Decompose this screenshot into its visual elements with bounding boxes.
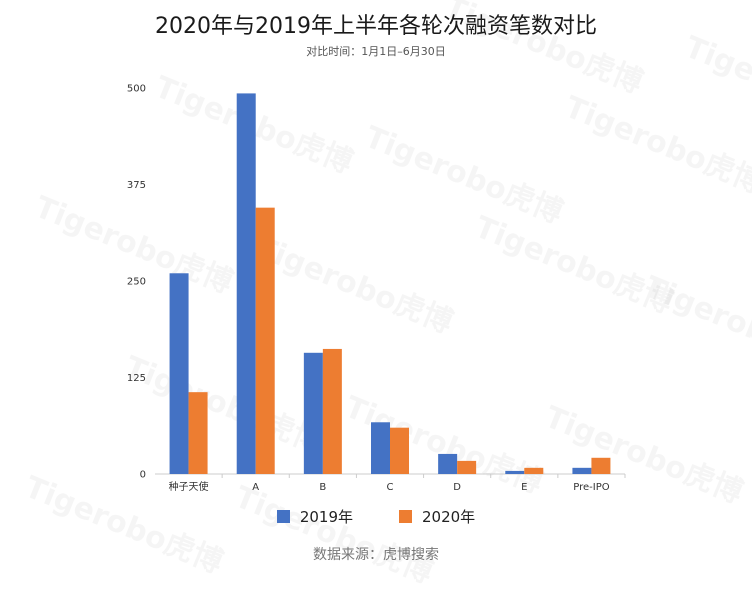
y-tick-label: 125 bbox=[127, 373, 146, 384]
legend-swatch-2020 bbox=[399, 510, 412, 523]
legend-item-2020: 2020年 bbox=[399, 506, 475, 527]
bar-2020-4 bbox=[457, 460, 477, 474]
chart-subtitle: 对比时间：1月1日–6月30日 bbox=[306, 45, 446, 58]
x-tick-label: A bbox=[252, 482, 259, 493]
y-tick-label: 500 bbox=[127, 84, 146, 95]
x-tick-label: 种子天使 bbox=[169, 480, 209, 493]
bar-chart: 0 125 250 375 500 种子天使 A B C D E Pre-IPO bbox=[127, 84, 626, 493]
bar-2019-0 bbox=[169, 273, 189, 474]
bar-2020-5 bbox=[524, 467, 544, 474]
bar-2020-3 bbox=[390, 427, 409, 474]
bar-2020-0 bbox=[188, 392, 208, 474]
x-tick-label: Pre-IPO bbox=[573, 482, 609, 493]
legend: 2019年 2020年 bbox=[0, 506, 752, 527]
bar-2019-1 bbox=[236, 93, 256, 475]
x-tick-label: D bbox=[453, 482, 461, 493]
y-tick-label: 0 bbox=[140, 470, 146, 481]
x-axis: 种子天使 A B C D E Pre-IPO bbox=[155, 473, 626, 493]
bar-2019-3 bbox=[371, 422, 390, 474]
bar-2020-2 bbox=[322, 348, 342, 474]
x-tick-label: E bbox=[521, 482, 527, 493]
legend-item-2019: 2019年 bbox=[276, 506, 353, 527]
data-source: 数据来源：虎博搜索 bbox=[313, 547, 439, 563]
y-tick-label: 250 bbox=[127, 277, 146, 288]
bar-2019-6 bbox=[572, 467, 592, 474]
bar-2019-5 bbox=[505, 470, 525, 474]
bar-2019-2 bbox=[303, 352, 323, 474]
bars bbox=[169, 93, 611, 475]
bar-2020-6 bbox=[591, 457, 611, 474]
x-tick-label: B bbox=[319, 482, 326, 493]
x-tick-label: C bbox=[387, 482, 394, 493]
bar-2020-1 bbox=[255, 207, 275, 474]
legend-label-2019: 2019年 bbox=[299, 508, 353, 526]
chart-title: 2020年与2019年上半年各轮次融资笔数对比 bbox=[155, 14, 597, 39]
y-axis: 0 125 250 375 500 bbox=[127, 84, 146, 481]
legend-swatch-2019 bbox=[276, 510, 290, 523]
y-tick-label: 375 bbox=[127, 180, 146, 191]
legend-label-2020: 2020年 bbox=[422, 508, 476, 526]
bar-2019-4 bbox=[438, 453, 458, 474]
